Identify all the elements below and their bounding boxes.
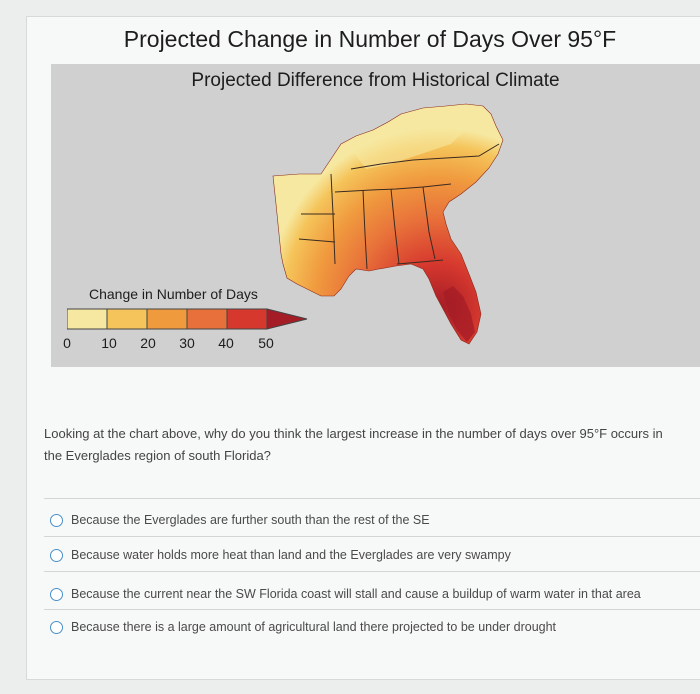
legend-swatch-0	[67, 308, 108, 330]
everglades-region	[443, 286, 475, 342]
appalachian-region	[351, 119, 471, 169]
legend-tick-0: 0	[63, 335, 71, 351]
answer-option-label: Because water holds more heat than land …	[71, 548, 511, 562]
answer-option-4[interactable]: Because there is a large amount of agric…	[50, 617, 556, 637]
answer-option-3[interactable]: Because the current near the SW Florida …	[50, 584, 641, 604]
legend-tick-20: 20	[140, 335, 156, 351]
radio-button[interactable]	[50, 620, 63, 634]
legend-swatch-2	[146, 308, 188, 330]
radio-button[interactable]	[50, 513, 63, 527]
answer-option-1[interactable]: Because the Everglades are further south…	[50, 510, 430, 530]
legend-tick-50: 50	[258, 335, 274, 351]
legend-swatch-1	[106, 308, 148, 330]
legend-tick-30: 30	[179, 335, 195, 351]
answer-option-label: Because the current near the SW Florida …	[71, 587, 641, 601]
question-text: Looking at the chart above, why do you t…	[44, 426, 663, 463]
legend-tick-10: 10	[101, 335, 117, 351]
divider	[44, 536, 700, 537]
map-figure: Projected Difference from Historical Cli…	[51, 64, 700, 367]
divider	[44, 609, 700, 610]
legend-title: Change in Number of Days	[89, 286, 258, 302]
answer-option-label: Because there is a large amount of agric…	[71, 620, 557, 634]
answer-option-2[interactable]: Because water holds more heat than land …	[50, 545, 511, 565]
state-borders	[298, 143, 500, 270]
page-title: Projected Change in Number of Days Over …	[123, 26, 617, 52]
radio-button[interactable]	[50, 587, 63, 601]
southeast-landmass	[272, 103, 504, 345]
radio-button[interactable]	[50, 548, 63, 562]
legend-color-bar	[67, 308, 308, 330]
map-subtitle: Projected Difference from Historical Cli…	[191, 70, 560, 91]
divider	[44, 498, 700, 499]
legend-swatch-3	[186, 308, 228, 330]
legend-tick-40: 40	[218, 335, 234, 351]
legend-swatch-4	[226, 308, 268, 330]
southeast-us-map	[272, 103, 504, 345]
divider	[44, 571, 700, 572]
answer-option-label: Because the Everglades are further south…	[71, 513, 430, 527]
legend-arrow	[266, 308, 308, 330]
